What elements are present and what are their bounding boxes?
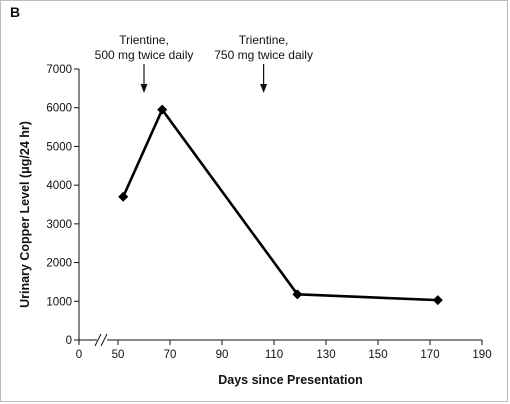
x-tick-label: 70	[164, 349, 177, 361]
tick-labels: 0 1000 2000 3000 4000 5000 6000 7000 0 50 70 90 110 1…	[46, 64, 491, 361]
y-tick-label: 5000	[46, 141, 72, 153]
data-series	[118, 104, 443, 306]
y-tick-label: 1000	[46, 296, 72, 308]
annotation-line: Trientine,	[239, 33, 289, 47]
x-tick-label: 50	[112, 349, 125, 361]
y-tick-label: 7000	[46, 64, 72, 76]
axes	[74, 68, 483, 347]
data-point-diamond	[292, 289, 303, 300]
x-tick-label: 130	[316, 349, 335, 361]
data-point-diamond	[157, 104, 168, 115]
x-tick-label: 90	[216, 349, 229, 361]
annotation-arrow-head	[260, 84, 268, 93]
y-tick-label: 4000	[46, 180, 72, 192]
x-tick-label: 0	[76, 349, 82, 361]
annotation-label: Trientine, 750 mg twice daily	[214, 33, 313, 62]
annotation-label: Trientine, 500 mg twice daily	[95, 33, 194, 62]
x-tick-label: 150	[368, 349, 387, 361]
series-line	[122, 108, 438, 302]
y-tick-label: 3000	[46, 219, 72, 231]
axis-break-mark	[94, 333, 102, 347]
x-axis-title: Days since Presentation	[218, 373, 363, 387]
panel-label: B	[10, 4, 21, 20]
data-point-diamond	[118, 191, 129, 202]
y-tick-label: 0	[66, 335, 72, 347]
x-tick-label: 170	[420, 349, 439, 361]
axis-break-mark	[100, 333, 108, 347]
annotation-line: 500 mg twice daily	[95, 48, 194, 62]
x-tick-label: 110	[265, 349, 283, 361]
x-tick-label: 190	[472, 349, 491, 361]
y-axis-title: Urinary Copper Level (μg/24 hr)	[18, 121, 32, 308]
y-tick-label: 6000	[46, 103, 72, 115]
annotation-line: Trientine,	[119, 33, 169, 47]
annotation-arrow-head	[140, 84, 148, 93]
y-tick-label: 2000	[46, 258, 72, 270]
annotation-line: 750 mg twice daily	[214, 48, 313, 62]
data-point-diamond	[432, 295, 443, 306]
